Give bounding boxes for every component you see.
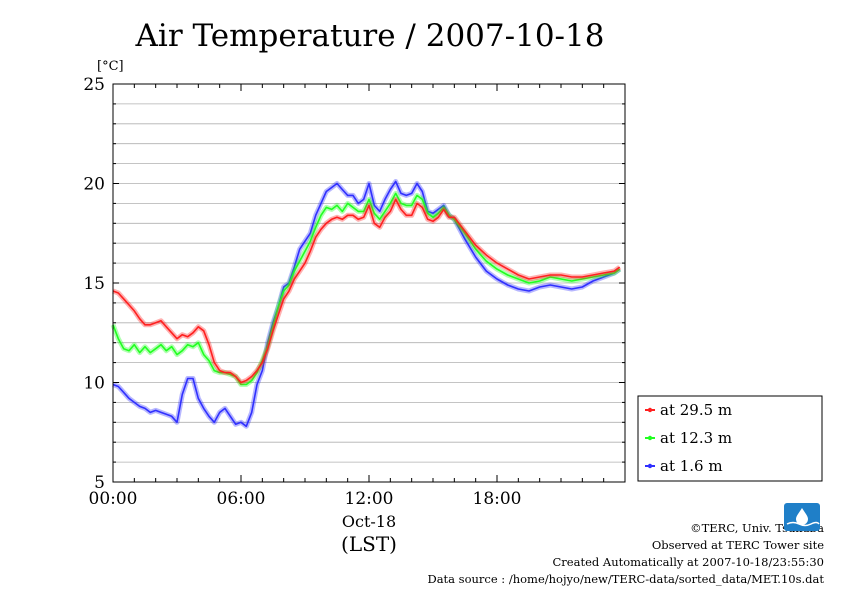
series-band xyxy=(112,196,622,385)
series-line xyxy=(112,180,621,428)
x-tick-label: 06:00 xyxy=(217,489,266,509)
legend-label: at 29.5 m xyxy=(660,401,732,419)
legend-box xyxy=(637,395,823,482)
x-tick-label: 18:00 xyxy=(473,489,522,509)
y-tick-label: 20 xyxy=(83,175,105,195)
x-date-label: Oct-18 xyxy=(342,512,396,531)
series-band xyxy=(112,179,622,429)
terc-logo-icon xyxy=(784,503,820,531)
x-tick-label: 00:00 xyxy=(89,489,138,509)
legend-marker xyxy=(647,407,653,413)
x-tick-label: 12:00 xyxy=(345,489,394,509)
series-band xyxy=(110,190,622,387)
legend-marker xyxy=(647,435,653,441)
legend-marker xyxy=(647,463,653,469)
site-text: Observed at TERC Tower site xyxy=(651,538,824,552)
y-tick-label: 25 xyxy=(83,75,105,95)
source-text: Data source : /home/hojyo/new/TERC-data/… xyxy=(427,572,824,586)
legend: at 29.5 m at 12.3 m at 1.6 m xyxy=(637,395,823,482)
y-axis-label: [°C] xyxy=(97,59,124,74)
series-line xyxy=(112,198,621,384)
created-text: Created Automatically at 2007-10-18/23:5… xyxy=(552,555,825,569)
series-line xyxy=(112,192,621,386)
legend-label: at 1.6 m xyxy=(660,457,723,475)
y-tick-label: 15 xyxy=(83,274,105,294)
x-ticks: 00:00 06:00 12:00 18:00 xyxy=(89,84,626,509)
legend-label: at 12.3 m xyxy=(660,429,732,447)
chart-title: Air Temperature / 2007-10-18 xyxy=(135,18,605,54)
y-tick-label: 5 xyxy=(94,473,105,493)
series-group xyxy=(110,179,622,429)
grid xyxy=(113,103,625,463)
x-axis-label: (LST) xyxy=(341,532,397,556)
y-tick-label: 10 xyxy=(83,374,105,394)
y-ticks: 5 10 15 20 25 xyxy=(83,75,625,493)
